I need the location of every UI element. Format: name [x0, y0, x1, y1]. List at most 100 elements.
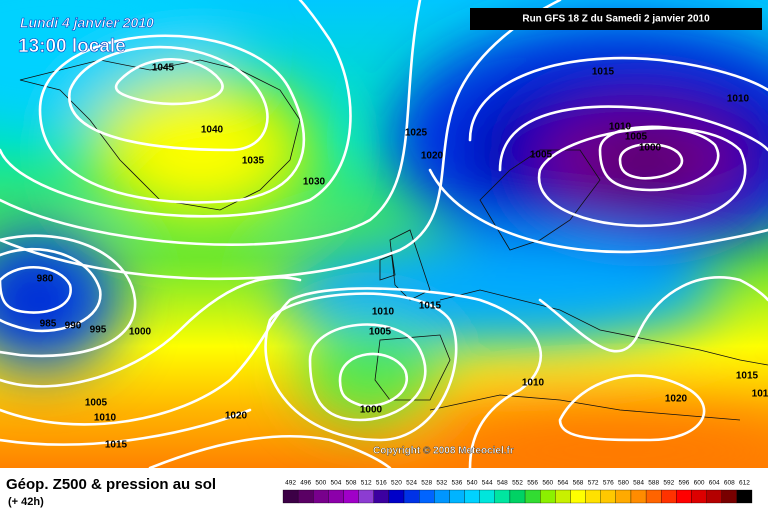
scale-label: 588 — [648, 480, 659, 487]
scale-swatch — [509, 489, 526, 504]
scale-label: 496 — [300, 480, 311, 487]
scale-swatch — [555, 489, 571, 504]
scale-label: 536 — [452, 480, 463, 487]
scale-label: 516 — [376, 480, 387, 487]
scale-swatch — [313, 489, 329, 504]
scale-label: 508 — [346, 480, 357, 487]
scale-label: 564 — [557, 480, 568, 487]
scale-label: 580 — [618, 480, 629, 487]
isobar-label: 1020 — [665, 394, 688, 405]
scale-label: 540 — [467, 480, 478, 487]
scale-label: 596 — [678, 480, 689, 487]
scale-swatch — [736, 489, 753, 504]
isobar-label: 1000 — [639, 143, 662, 154]
scale-swatch — [328, 489, 344, 504]
isobar-label: 1040 — [201, 125, 224, 136]
scale-label: 552 — [512, 480, 523, 487]
scale-label: 512 — [361, 480, 372, 487]
isobar-label: 1010 — [522, 378, 545, 389]
scale-label: 592 — [663, 480, 674, 487]
scale-label: 548 — [497, 480, 508, 487]
scale-swatch — [434, 489, 450, 504]
isobar-label: 1010 — [94, 413, 117, 424]
isobar-label: 985 — [40, 319, 57, 330]
scale-label: 568 — [573, 480, 584, 487]
run-box — [470, 8, 762, 30]
isobar-label: 1025 — [405, 128, 428, 139]
isobar-label: 1000 — [129, 327, 152, 338]
isobar-label: 1010 — [727, 94, 750, 105]
scale-label: 500 — [315, 480, 326, 487]
scale-swatch — [615, 489, 632, 504]
scale-swatch — [691, 489, 707, 504]
isobar-label: 1030 — [303, 177, 326, 188]
isobar-label: 990 — [65, 321, 82, 332]
isobar-label: 1015 — [419, 301, 442, 312]
scale-label: 584 — [633, 480, 644, 487]
scale-label: 604 — [709, 480, 720, 487]
run-info: Run GFS 18 Z du Samedi 2 janvier 2010 — [522, 14, 710, 25]
scale-label: 600 — [694, 480, 705, 487]
isobar-labels: 1045104010351030102510201015101010101005… — [37, 63, 768, 451]
legend-title: Géop. Z500 & pression au sol — [6, 476, 216, 493]
isobar-label: 1020 — [421, 151, 444, 162]
scale-swatch — [630, 489, 647, 504]
scale-swatch — [403, 489, 420, 504]
scale-label: 492 — [285, 480, 296, 487]
copyright: Copyright © 2008 Meteociel.fr — [373, 446, 514, 457]
scale-swatch — [585, 489, 601, 504]
isobar-label: 1045 — [152, 63, 175, 74]
scale-swatch — [645, 489, 662, 504]
scale-swatch — [449, 489, 465, 504]
isobar-label: 1010 — [372, 307, 395, 318]
scale-swatch — [388, 489, 405, 504]
scale-label: 572 — [588, 480, 599, 487]
scale-label: 576 — [603, 480, 614, 487]
isobar-label: 1005 — [369, 327, 392, 338]
color-scale: 492 496 500 504 508 512 516 520 524 528 532 536 540 5… — [282, 480, 753, 504]
scale-swatch — [479, 489, 495, 504]
scale-label: 504 — [331, 480, 342, 487]
forecast-time: 13:00 locale — [18, 36, 126, 57]
isobar-label: 980 — [37, 274, 54, 285]
isobar-label: 1005 — [625, 132, 648, 143]
scale-label: 544 — [482, 480, 493, 487]
scale-swatch — [419, 489, 435, 504]
scale-swatch — [661, 489, 677, 504]
isobar-label: 101 — [752, 389, 768, 400]
scale-swatch — [721, 489, 738, 504]
scale-swatch — [343, 489, 359, 504]
scale-swatch — [464, 489, 480, 504]
scale-swatch — [494, 489, 511, 504]
isobar-label: 1005 — [85, 398, 108, 409]
scale-swatch — [706, 489, 722, 504]
scale-label: 612 — [739, 480, 750, 487]
isobar-label: 1015 — [736, 371, 759, 382]
scale-swatch — [676, 489, 692, 504]
scale-swatch — [570, 489, 586, 504]
legend-subtitle: (+ 42h) — [8, 496, 44, 508]
scale-swatch — [297, 489, 314, 504]
isobar-label: 1035 — [242, 156, 265, 167]
isobar-label: 1010 — [609, 122, 632, 133]
scale-label: 556 — [527, 480, 538, 487]
scale-swatch — [282, 489, 299, 504]
isobar-label: 1005 — [530, 150, 553, 161]
scale-swatch — [600, 489, 616, 504]
scale-swatch — [524, 489, 541, 504]
isobar-label: 1000 — [360, 405, 383, 416]
forecast-date: Lundi 4 janvier 2010 — [20, 15, 154, 31]
scale-swatch — [540, 489, 556, 504]
isobar-label: 1015 — [105, 440, 128, 451]
map — [0, 0, 768, 468]
scale-label: 608 — [724, 480, 735, 487]
scale-label: 524 — [406, 480, 417, 487]
isobar-label: 1020 — [225, 411, 248, 422]
scale-label: 560 — [542, 480, 553, 487]
isobar-label: 995 — [90, 325, 107, 336]
scale-label: 528 — [421, 480, 432, 487]
scale-label: 520 — [391, 480, 402, 487]
scale-swatch — [358, 489, 374, 504]
scale-swatch — [373, 489, 390, 504]
